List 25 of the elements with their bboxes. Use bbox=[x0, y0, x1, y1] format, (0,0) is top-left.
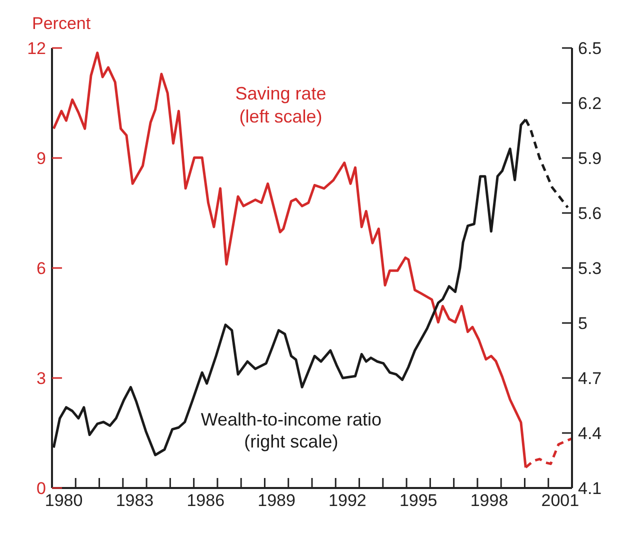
x-tick-label: 1995 bbox=[399, 491, 438, 510]
x-tick-label: 1983 bbox=[116, 491, 154, 510]
y2-tick-label: 4.4 bbox=[578, 424, 602, 443]
y2-tick-label: 4.7 bbox=[578, 369, 602, 388]
x-tick-label: 1986 bbox=[186, 491, 225, 510]
y2-tick-label: 4.1 bbox=[578, 479, 602, 498]
x-tick-label: 2001 bbox=[541, 491, 580, 510]
y2-tick-label: 5 bbox=[578, 314, 588, 333]
y2-tick-label: 5.9 bbox=[578, 149, 602, 168]
x-tick-label: 1980 bbox=[44, 491, 83, 510]
y2-tick-label: 5.6 bbox=[578, 204, 602, 223]
text: Saving rate (left scale) bbox=[235, 82, 326, 128]
y-axis-title: Percent bbox=[32, 14, 91, 34]
x-tick-label: 1992 bbox=[328, 491, 366, 510]
x-tick-label: 1998 bbox=[470, 491, 508, 510]
y-tick-label: 9 bbox=[36, 149, 46, 168]
y-tick-label: 12 bbox=[27, 39, 46, 58]
x-tick-label: 1989 bbox=[258, 491, 296, 510]
y-tick-label: 0 bbox=[36, 479, 46, 498]
y-tick-label: 3 bbox=[36, 369, 46, 388]
series-label: Wealth-to-income ratio (right scale) bbox=[200, 408, 382, 454]
y2-tick-label: 6.2 bbox=[578, 94, 602, 113]
y2-tick-label: 6.5 bbox=[578, 39, 602, 58]
y2-tick-label: 5.3 bbox=[578, 259, 602, 278]
y-tick-label: 6 bbox=[36, 259, 46, 278]
